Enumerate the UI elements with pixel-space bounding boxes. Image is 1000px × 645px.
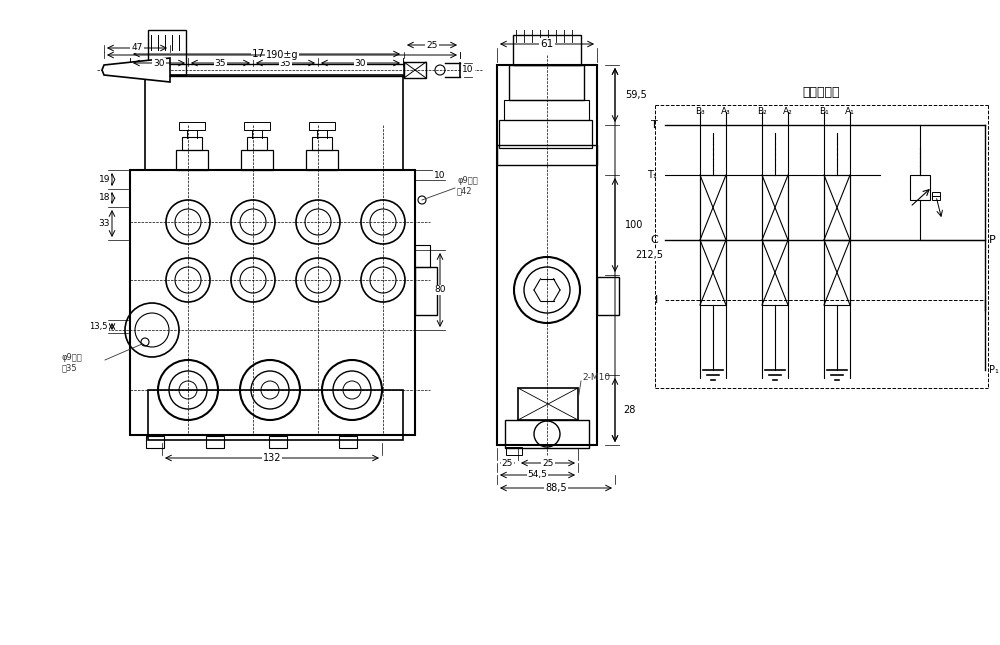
- Bar: [932, 192, 940, 200]
- Bar: [700, 240, 726, 305]
- Text: 18: 18: [98, 194, 110, 203]
- Bar: [509, 65, 584, 100]
- Bar: [518, 388, 578, 420]
- Text: 100: 100: [625, 220, 643, 230]
- Text: B₃: B₃: [695, 108, 705, 117]
- Bar: [497, 145, 597, 165]
- Bar: [415, 267, 437, 315]
- Text: 25: 25: [426, 41, 438, 50]
- Bar: [504, 100, 589, 120]
- Text: 59,5: 59,5: [625, 90, 647, 100]
- Bar: [306, 150, 338, 170]
- Text: 液压原理图: 液压原理图: [803, 86, 840, 99]
- Bar: [404, 62, 426, 78]
- Bar: [762, 240, 788, 305]
- Text: 35: 35: [280, 59, 291, 68]
- Bar: [148, 30, 186, 75]
- Text: A₁: A₁: [845, 108, 855, 117]
- Bar: [244, 122, 270, 130]
- Text: φ9通孔
高42: φ9通孔 高42: [457, 176, 478, 195]
- Bar: [206, 436, 224, 448]
- Bar: [762, 175, 788, 240]
- Text: 47: 47: [131, 43, 143, 52]
- Text: 190±g: 190±g: [266, 50, 298, 60]
- Bar: [506, 447, 522, 455]
- Bar: [269, 436, 287, 448]
- Text: 35: 35: [215, 59, 226, 68]
- Text: 30: 30: [355, 59, 366, 68]
- Bar: [247, 137, 267, 150]
- Text: A₃: A₃: [721, 108, 731, 117]
- Text: I: I: [655, 295, 658, 305]
- Bar: [145, 75, 403, 170]
- Bar: [182, 137, 202, 150]
- Text: 25: 25: [502, 459, 513, 468]
- Text: P: P: [989, 235, 996, 245]
- Bar: [312, 137, 332, 150]
- Bar: [505, 420, 589, 448]
- Text: 61: 61: [540, 39, 554, 49]
- Text: 25: 25: [542, 459, 554, 468]
- Bar: [824, 175, 850, 240]
- Text: 19: 19: [98, 175, 110, 184]
- Bar: [176, 150, 208, 170]
- Text: 33: 33: [98, 219, 110, 228]
- Text: 10: 10: [434, 170, 446, 179]
- Bar: [339, 436, 357, 448]
- Bar: [415, 245, 430, 267]
- Text: 10: 10: [462, 66, 474, 75]
- Bar: [179, 122, 205, 130]
- Text: 2-M10: 2-M10: [582, 373, 610, 382]
- Text: 28: 28: [623, 405, 635, 415]
- Bar: [497, 65, 597, 445]
- Text: 176,5: 176,5: [252, 49, 281, 59]
- Text: 13,5: 13,5: [90, 322, 108, 331]
- Polygon shape: [102, 58, 170, 82]
- Bar: [241, 150, 273, 170]
- Bar: [146, 436, 164, 448]
- Text: C: C: [650, 235, 658, 245]
- Text: P₁: P₁: [989, 365, 999, 375]
- Bar: [309, 122, 335, 130]
- Text: 54,5: 54,5: [528, 470, 547, 479]
- Text: A₂: A₂: [783, 108, 793, 117]
- Text: 132: 132: [263, 453, 281, 463]
- Bar: [700, 175, 726, 240]
- Bar: [597, 277, 619, 315]
- Text: 80: 80: [434, 286, 446, 295]
- Bar: [130, 170, 415, 435]
- Bar: [499, 120, 592, 148]
- Bar: [513, 35, 581, 65]
- Text: B₁: B₁: [819, 108, 829, 117]
- Text: T₁: T₁: [647, 170, 657, 180]
- Text: 212,5: 212,5: [635, 250, 663, 260]
- Text: 88,5: 88,5: [545, 483, 567, 493]
- Bar: [824, 240, 850, 305]
- Text: φ9通孔
高35: φ9通孔 高35: [62, 353, 83, 373]
- Text: 30: 30: [153, 59, 165, 68]
- Bar: [910, 175, 930, 200]
- Text: T: T: [651, 120, 658, 130]
- Bar: [148, 390, 403, 440]
- Text: B₂: B₂: [757, 108, 767, 117]
